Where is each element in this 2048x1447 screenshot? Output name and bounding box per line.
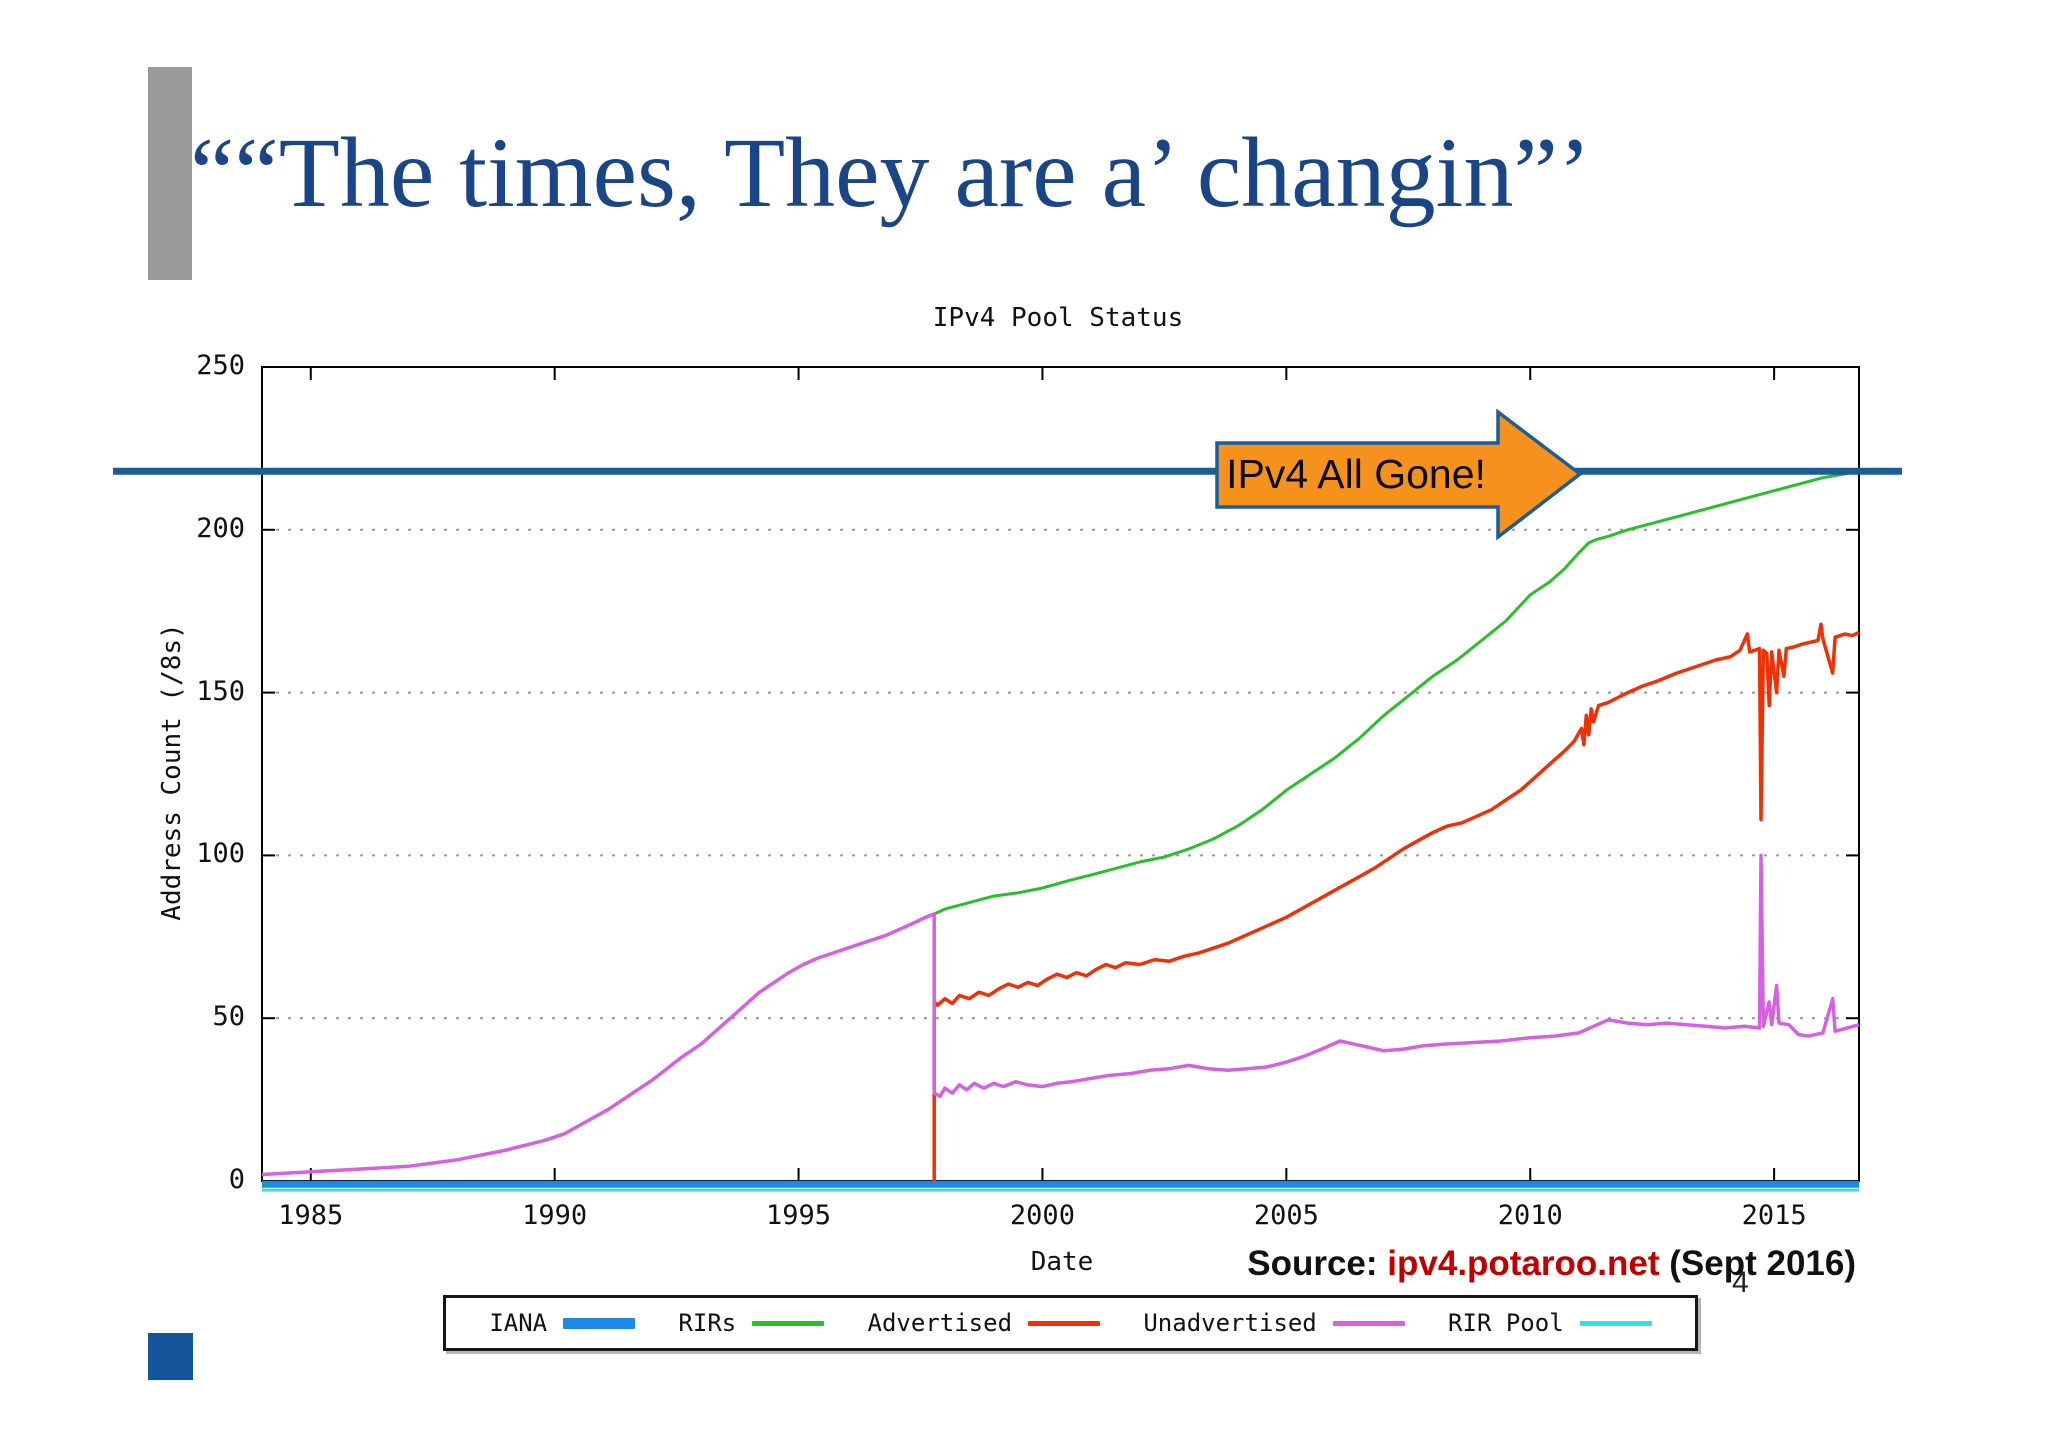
decorative-blue-square — [148, 1333, 193, 1380]
x-tick-label-2015: 2015 — [1741, 1200, 1807, 1231]
legend-label: RIRs — [678, 1309, 737, 1337]
source-prefix: Source: — [1247, 1244, 1388, 1283]
ipv4-all-gone-callout-label: IPv4 All Gone! — [1226, 450, 1486, 497]
legend-item-rirs: RIRs — [678, 1309, 825, 1337]
y-axis-title: Address Count (/8s) — [157, 623, 187, 921]
legend-swatch — [563, 1317, 636, 1329]
y-tick-label-100: 100 — [196, 838, 245, 870]
source-line: Source: ipv4.potaroo.net (Sept 2016) — [1247, 1244, 1856, 1284]
legend-label: Advertised — [867, 1309, 1013, 1337]
ipv4-all-gone-arrow — [1215, 408, 1583, 541]
series-line-unadvertised — [261, 853, 1860, 1177]
chart-legend: IANA RIRs Advertised Unadvertised RIR Pool — [443, 1295, 1698, 1351]
x-tick-label-2000: 2000 — [1009, 1200, 1075, 1231]
legend-swatch — [1579, 1320, 1652, 1326]
source-link: ipv4.potaroo.net — [1387, 1244, 1660, 1283]
slide-title: ““The times, They are a’ changin”’ — [190, 117, 1592, 228]
x-tick-label-2010: 2010 — [1497, 1200, 1563, 1231]
y-tick-label-250: 250 — [196, 350, 245, 381]
chart-title: IPv4 Pool Status — [932, 303, 1184, 333]
x-tick-label-1995: 1995 — [766, 1200, 832, 1231]
source-suffix: (Sept 2016) — [1659, 1244, 1856, 1283]
legend-label: Unadvertised — [1143, 1309, 1317, 1337]
y-tick-label-200: 200 — [196, 512, 245, 544]
series-line-rirs — [933, 469, 1860, 916]
legend-item-unadvertised: Unadvertised — [1143, 1309, 1405, 1337]
y-tick-label-50: 50 — [212, 1001, 245, 1033]
legend-item-rir-pool: RIR Pool — [1448, 1309, 1652, 1337]
page-number: 4 — [1732, 1266, 1749, 1299]
plot-frame — [261, 366, 1860, 1182]
y-tick-label-150: 150 — [196, 675, 245, 707]
y-tick-label-0: 0 — [228, 1164, 245, 1195]
series-line-advertised — [932, 622, 1860, 1181]
legend-item-iana: IANA — [489, 1309, 636, 1337]
x-tick-label-1990: 1990 — [522, 1200, 588, 1231]
legend-swatch — [1332, 1320, 1405, 1326]
legend-label: IANA — [489, 1309, 548, 1337]
legend-label: RIR Pool — [1448, 1309, 1564, 1337]
legend-swatch — [752, 1320, 825, 1326]
legend-swatch — [1028, 1320, 1101, 1326]
x-tick-label-2005: 2005 — [1253, 1200, 1319, 1231]
x-axis-title: Date — [1030, 1247, 1094, 1277]
x-tick-label-1985: 1985 — [278, 1200, 344, 1231]
legend-item-advertised: Advertised — [868, 1309, 1101, 1337]
decorative-gray-bar — [148, 67, 192, 280]
